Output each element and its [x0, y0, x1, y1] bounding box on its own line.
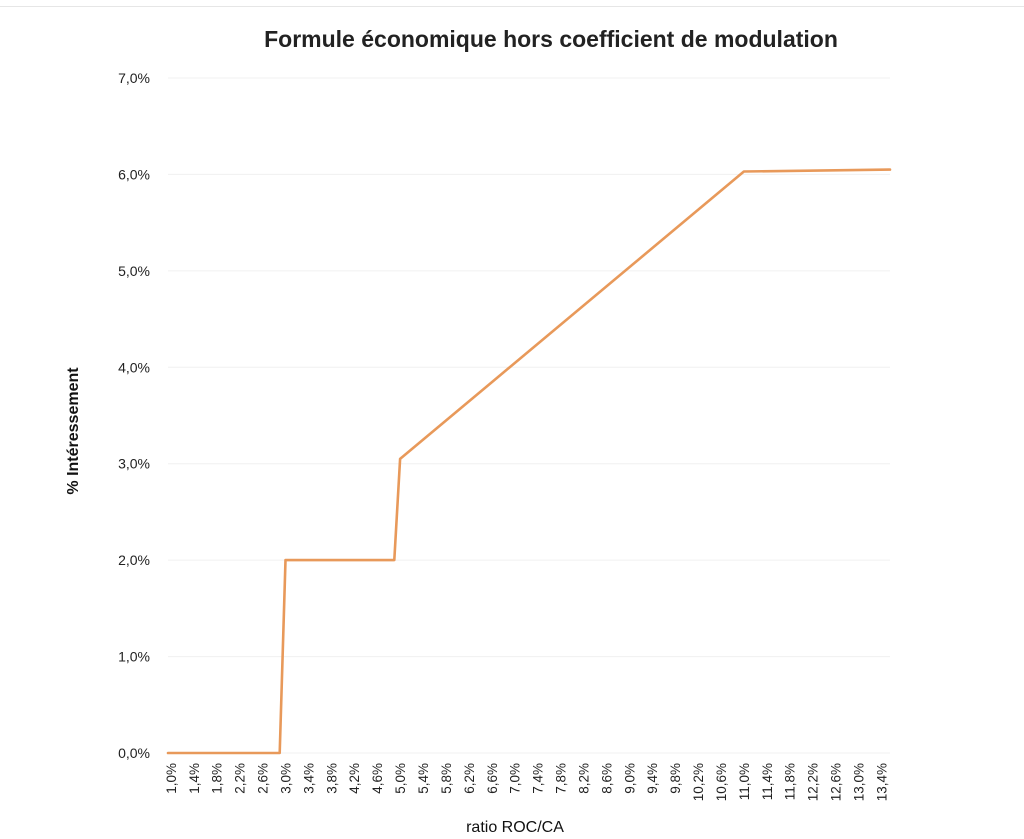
x-tick-label: 7,8% [554, 763, 569, 794]
x-tick-label: 4,6% [370, 763, 385, 794]
y-axis-label: % Intéressement [65, 367, 82, 495]
x-tick-label: 1,0% [164, 763, 179, 794]
x-tick-label: 13,0% [851, 763, 866, 801]
x-tick-label: 12,6% [829, 763, 844, 801]
x-tick-label: 11,4% [760, 763, 775, 800]
y-axis-ticks: 0,0% 1,0% 2,0% 3,0% 4,0% 5,0% 6,0% 7,0% [118, 70, 150, 761]
x-tick-label: 5,4% [416, 763, 431, 794]
y-tick-label: 7,0% [118, 70, 150, 86]
y-tick-label: 6,0% [118, 166, 150, 182]
x-tick-label: 2,2% [233, 763, 248, 794]
x-tick-label: 3,0% [278, 763, 293, 794]
x-tick-label: 1,4% [187, 763, 202, 794]
x-tick-label: 12,2% [806, 763, 821, 801]
x-tick-label: 7,0% [508, 763, 523, 794]
x-tick-label: 11,0% [737, 763, 752, 800]
y-tick-label: 0,0% [118, 745, 150, 761]
x-tick-label: 6,6% [485, 763, 500, 794]
x-tick-label: 5,8% [439, 763, 454, 794]
x-tick-label: 8,2% [576, 763, 591, 794]
x-axis-ticks: 1,0% 1,4% 1,8% 2,2% 2,6% 3,0% 3,4% 3,8% 4,2% 4,6%… [164, 763, 890, 801]
x-axis-label: ratio ROC/CA [466, 819, 564, 836]
x-tick-label: 1,8% [210, 763, 225, 794]
y-tick-label: 5,0% [118, 263, 150, 279]
x-tick-label: 6,2% [462, 763, 477, 794]
x-tick-label: 9,0% [622, 763, 637, 794]
x-tick-label: 8,6% [599, 763, 614, 794]
gridlines [168, 77, 890, 754]
x-tick-label: 2,6% [256, 763, 271, 794]
y-tick-label: 1,0% [118, 649, 150, 665]
x-tick-label: 3,8% [324, 763, 339, 794]
x-tick-label: 9,4% [645, 763, 660, 794]
series-layer [166, 168, 892, 755]
x-tick-label: 13,4% [874, 763, 889, 801]
x-tick-label: 10,2% [691, 763, 706, 801]
page-edge [0, 6, 1024, 7]
x-tick-label: 9,8% [668, 763, 683, 794]
chart-title: Formule économique hors coefficient de m… [264, 26, 838, 52]
x-tick-label: 10,6% [714, 763, 729, 801]
x-tick-label: 5,0% [393, 763, 408, 794]
y-tick-label: 3,0% [118, 456, 150, 472]
x-tick-label: 4,2% [347, 763, 362, 794]
y-tick-label: 2,0% [118, 552, 150, 568]
y-tick-label: 4,0% [118, 359, 150, 375]
x-tick-label: 7,4% [531, 763, 546, 794]
x-tick-label: 3,4% [301, 763, 316, 794]
x-tick-label: 11,8% [783, 763, 798, 800]
series-line [166, 168, 892, 755]
